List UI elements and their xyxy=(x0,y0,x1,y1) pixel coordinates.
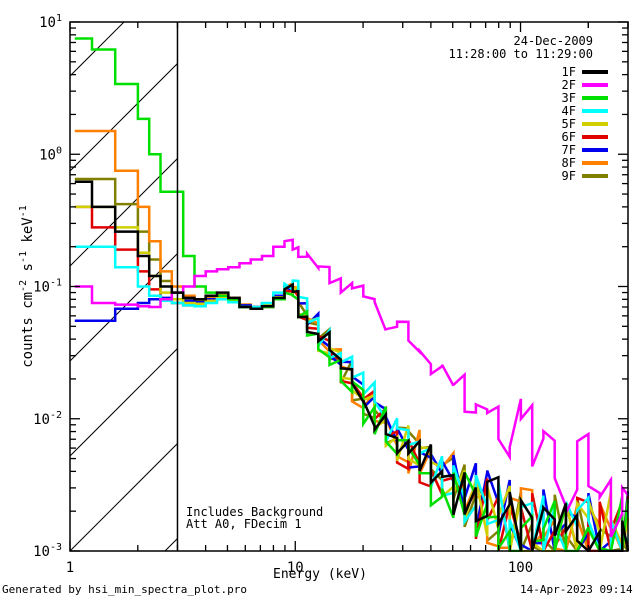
footer-timestamp: 14-Apr-2023 09:14 xyxy=(520,583,633,596)
x-axis-label: Energy (keV) xyxy=(273,567,367,582)
legend-date: 24-Dec-2009 xyxy=(514,34,593,48)
x-tick-label: 10 xyxy=(287,560,304,576)
legend-label-4F: 4F xyxy=(562,104,576,118)
legend-label-8F: 8F xyxy=(562,156,576,170)
y-axis-label: counts cm-2 s-1 keV-1 xyxy=(18,205,36,368)
y-tick-label: 10-3 xyxy=(33,542,62,560)
hatched-excluded-region xyxy=(70,22,178,551)
annotation-attenuator: Att A0, FDecim 1 xyxy=(186,517,302,531)
annotation-background: Includes Background xyxy=(186,505,323,519)
legend-time-range: 11:28:00 to 11:29:00 xyxy=(449,47,594,61)
series-line-2F xyxy=(74,238,630,538)
x-tick-label: 1 xyxy=(66,560,74,576)
y-tick-label: 101 xyxy=(39,13,62,31)
footer-generator: Generated by hsi_min_spectra_plot.pro xyxy=(2,583,248,596)
axis-ticks xyxy=(69,21,629,552)
legend-label-6F: 6F xyxy=(562,130,576,144)
legend-label-1F: 1F xyxy=(562,65,576,79)
y-tick-label: 10-1 xyxy=(33,278,62,296)
legend-label-2F: 2F xyxy=(562,78,576,92)
legend-label-5F: 5F xyxy=(562,117,576,131)
mask-top xyxy=(0,0,640,22)
x-tick-label: 100 xyxy=(508,560,533,576)
legend-label-9F: 9F xyxy=(562,169,576,183)
axis-tick-labels: 1 10 100 10-3 10-2 10-1 100 101 xyxy=(33,13,533,576)
legend-label-7F: 7F xyxy=(562,143,576,157)
series-line-8F xyxy=(74,129,629,553)
y-tick-label: 100 xyxy=(39,145,62,163)
mask-right xyxy=(629,0,640,600)
series-line-7F xyxy=(74,284,630,556)
data-series-group xyxy=(74,37,630,556)
mask-left xyxy=(0,0,70,600)
series-line-1F xyxy=(74,180,630,553)
mask-bottom xyxy=(0,552,640,600)
y-tick-label: 10-2 xyxy=(33,410,62,428)
legend-label-3F: 3F xyxy=(562,91,576,105)
